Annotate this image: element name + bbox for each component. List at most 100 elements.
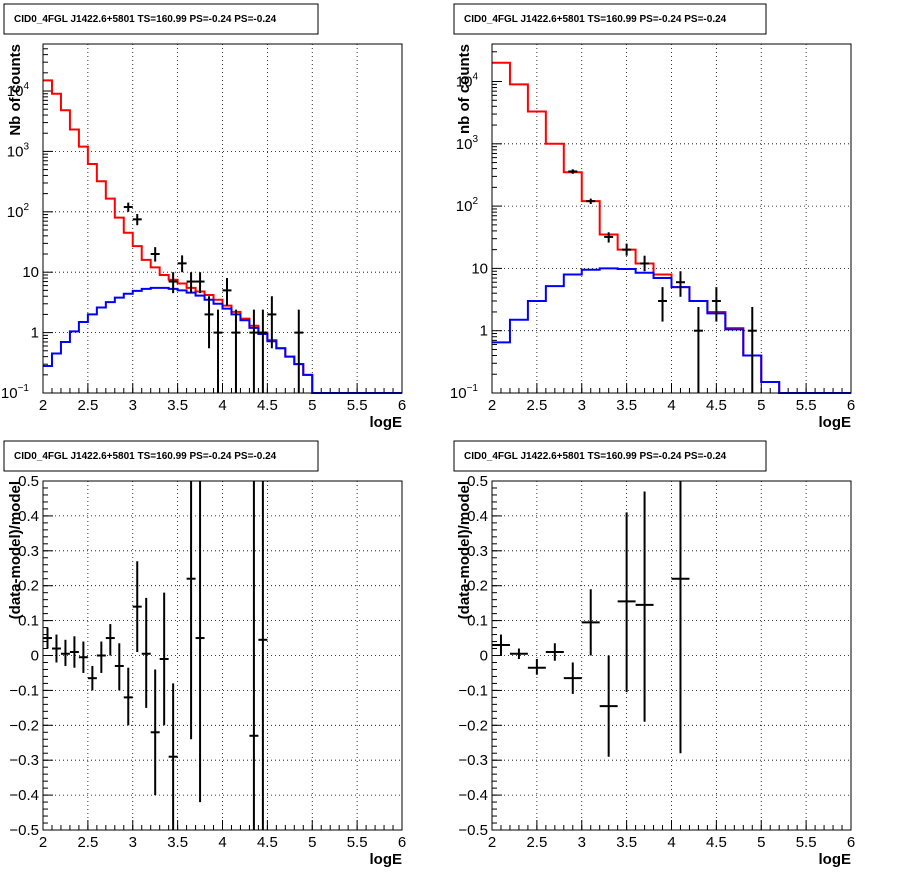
chart-title: CID0_4FGL J1422.6+5801 TS=160.99 PS=-0.2… <box>464 451 727 462</box>
x-tick-label: 6 <box>847 397 855 414</box>
data-point <box>141 597 151 708</box>
x-tick-label: 2.5 <box>526 397 547 414</box>
data-point <box>177 255 187 273</box>
x-tick-label: 2.5 <box>526 834 547 851</box>
data-point <box>599 655 618 757</box>
data-point <box>249 481 259 830</box>
panel-1: CID0_4FGL J1422.6+5801 TS=160.99 PS=-0.2… <box>1 3 406 431</box>
plot-area <box>492 44 851 393</box>
data-point <box>231 309 241 393</box>
y-tick-label: −0.5 <box>9 822 39 839</box>
data-point <box>213 309 223 393</box>
data-point <box>617 512 636 693</box>
x-tick-label: 5.5 <box>796 397 817 414</box>
y-tick-label: 10−1 <box>450 383 479 402</box>
data-point <box>711 287 721 322</box>
chart-title: CID0_4FGL J1422.6+5801 TS=160.99 PS=-0.2… <box>14 14 277 25</box>
chart-title: CID0_4FGL J1422.6+5801 TS=160.99 PS=-0.2… <box>14 451 277 462</box>
data-point <box>204 296 214 349</box>
plot-frame <box>42 480 403 831</box>
data-point <box>123 667 133 726</box>
y-tick-label: 104 <box>456 72 479 91</box>
y-tick-label: 0.4 <box>467 508 488 525</box>
y-tick-label: 0.1 <box>467 613 488 630</box>
y-tick-label: −0.4 <box>458 787 488 804</box>
y-tick-label: −0.3 <box>9 752 39 769</box>
y-tick-label: −0.5 <box>458 822 488 839</box>
x-tick-label: 5 <box>757 397 765 414</box>
y-tick-label: 0.5 <box>467 473 488 490</box>
y-tick-label: 0.3 <box>18 543 39 560</box>
x-tick-label: 4 <box>667 834 675 851</box>
data-point <box>195 481 205 803</box>
data-point <box>87 665 97 691</box>
y-tick-label: 10 <box>22 264 39 281</box>
x-tick-label: 5.5 <box>347 397 368 414</box>
data-point <box>105 624 115 656</box>
y-tick-label: −0.4 <box>9 787 39 804</box>
y-tick-label: 0.2 <box>467 578 488 595</box>
data-point <box>123 202 133 212</box>
x-tick-label: 3 <box>129 834 137 851</box>
data-point <box>586 198 596 205</box>
x-tick-label: 5.5 <box>796 834 817 851</box>
data-point <box>258 481 268 830</box>
data-point <box>249 309 259 393</box>
y-tick-label: −0.1 <box>458 682 488 699</box>
title-box <box>453 440 767 472</box>
x-tick-label: 6 <box>398 397 406 414</box>
data-point <box>186 272 196 294</box>
x-axis-title: logE <box>370 414 403 431</box>
x-tick-label: 3 <box>578 834 586 851</box>
data-point <box>294 309 304 393</box>
y-tick-label: 10 <box>471 260 488 277</box>
data-point <box>671 481 690 754</box>
data-point <box>114 643 124 691</box>
source-model-histogram <box>43 286 402 394</box>
data-point <box>658 287 668 322</box>
data-point <box>150 669 160 796</box>
data-point <box>545 643 564 661</box>
x-tick-label: 3.5 <box>167 834 188 851</box>
plot-area <box>492 481 851 830</box>
title-box <box>453 3 767 35</box>
data-point <box>527 658 546 675</box>
title-box <box>3 440 319 472</box>
data-point <box>150 247 160 262</box>
x-tick-label: 3.5 <box>616 834 637 851</box>
data-point <box>222 278 232 306</box>
y-tick-label: 0.1 <box>18 613 39 630</box>
data-point <box>635 491 654 722</box>
data-point <box>51 634 61 663</box>
data-point <box>640 255 650 272</box>
x-tick-label: 4.5 <box>257 834 278 851</box>
data-point <box>509 648 528 659</box>
title-box <box>3 3 319 35</box>
x-tick-label: 2 <box>488 834 496 851</box>
chart-title: CID0_4FGL J1422.6+5801 TS=160.99 PS=-0.2… <box>464 14 727 25</box>
y-tick-label: 0.4 <box>18 508 39 525</box>
x-tick-label: 3.5 <box>167 397 188 414</box>
x-axis-title: logE <box>819 851 852 868</box>
data-point <box>168 683 178 830</box>
x-tick-label: 4.5 <box>257 397 278 414</box>
x-tick-label: 5 <box>308 834 316 851</box>
y-tick-label: 104 <box>7 81 30 100</box>
x-tick-label: 4 <box>218 397 226 414</box>
data-point <box>132 213 142 226</box>
x-tick-label: 4.5 <box>706 397 727 414</box>
data-point <box>159 592 169 726</box>
x-tick-label: 5 <box>308 397 316 414</box>
data-point <box>195 272 205 294</box>
data-point <box>78 641 88 673</box>
y-tick-label: 103 <box>456 134 479 153</box>
x-tick-label: 3.5 <box>616 397 637 414</box>
data-point <box>69 636 79 668</box>
y-axis-title: (data-model)/model <box>456 481 473 619</box>
x-axis-title: logE <box>819 414 852 431</box>
data-point <box>568 169 578 174</box>
data-point <box>604 232 614 243</box>
data-point <box>492 634 510 656</box>
data-point <box>186 481 196 740</box>
